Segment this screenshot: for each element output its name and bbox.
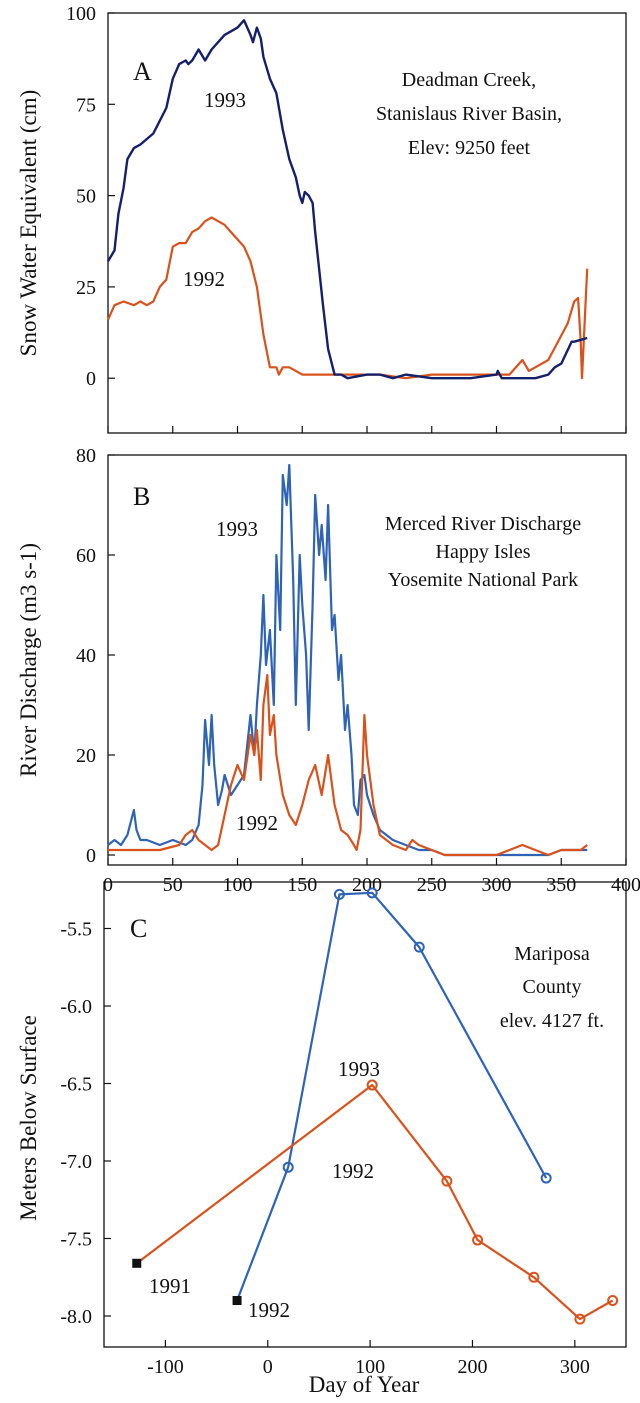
panel-a-series-label-1993: 1993: [204, 88, 246, 112]
panel-b-annotation: Merced River Discharge Happy Isles Yosem…: [385, 513, 581, 591]
panel-b-ylabel: River Discharge (m3 s-1): [16, 543, 41, 777]
panel-b-letter: B: [133, 482, 150, 511]
panel-c-yticks: -5.5 -6.0 -6.5 -7.0 -7.5 -8.0: [60, 919, 111, 1328]
panel-c-square-label-1991: 1991: [149, 1274, 191, 1298]
panel-a-annotation-line-1: Deadman Creek,: [402, 69, 536, 91]
panel-c-series-label-1992: 1992: [332, 1159, 374, 1183]
panel-c-xticks: -100 0 100 200 300: [147, 1340, 590, 1378]
series-1992-point: [528, 1271, 540, 1283]
x-tick-label: 200: [457, 1356, 487, 1378]
panel-c-annotation-line-1: Mariposa: [514, 943, 590, 965]
y-tick-label: -5.5: [60, 919, 92, 941]
y-tick-label: -6.5: [60, 1074, 92, 1096]
panel-b-annotation-line-2: Happy Isles: [436, 541, 531, 563]
panel-a-yticks: 0 25 50 75 100: [66, 3, 115, 390]
panel-c-letter: C: [130, 914, 147, 943]
panel-c-frame: [103, 881, 627, 1348]
y-tick-label: 0: [86, 368, 96, 390]
panel-a-plot: [106, 19, 589, 380]
y-tick-label: 40: [76, 645, 96, 667]
panel-b-yticks: 0 20 40 60 80: [76, 445, 115, 867]
panel-c-plot: [132, 887, 619, 1325]
panel-c-annotation-line-2: County: [523, 976, 582, 998]
panel-b-annotation-line-1: Merced River Discharge: [385, 513, 581, 535]
panel-c-xlabel: Day of Year: [309, 1372, 420, 1397]
series-1992-square-marker: [132, 1258, 142, 1268]
x-tick-label: 300: [482, 874, 512, 896]
x-tick-label: 150: [287, 874, 317, 896]
x-tick-label: 0: [103, 874, 113, 896]
x-tick-label: 350: [546, 874, 576, 896]
series-1993-point: [282, 1161, 294, 1173]
panel-c-ylabel: Meters Below Surface: [16, 1015, 41, 1221]
panel-b: B River Discharge (m3 s-1) 0 20 40 60 80 0 50…: [16, 445, 640, 896]
y-tick-label: 50: [76, 186, 96, 208]
series-1992-point: [472, 1234, 484, 1246]
x-tick-label: 100: [223, 874, 253, 896]
panel-a: A Snow Water Equivalent (cm) 0255075100 …: [16, 3, 627, 434]
panel-c-annotation-line-3: elev. 4127 ft.: [500, 1010, 604, 1032]
series-1992-line: [106, 216, 589, 380]
y-tick-label: 0: [86, 845, 96, 867]
panel-c-annotation: Mariposa County elev. 4127 ft.: [500, 943, 604, 1032]
series-1993-line: [236, 891, 548, 1301]
panel-c-square-label-1992: 1992: [248, 1298, 290, 1322]
series-1992-point: [607, 1295, 619, 1306]
y-tick-label: -8.0: [60, 1306, 92, 1328]
y-tick-label: -7.5: [60, 1229, 92, 1251]
series-1993-point: [333, 888, 345, 900]
panel-c: C Meters Below Surface Day of Year -5.5-…: [16, 881, 627, 1397]
y-tick-label: -6.0: [60, 996, 92, 1018]
x-tick-label: 0: [263, 1356, 273, 1378]
panel-c-series-label-1993: 1993: [338, 1057, 380, 1081]
y-tick-label: -7.0: [60, 1151, 92, 1173]
series-1993-point: [413, 941, 425, 953]
panel-a-series-label-1992: 1992: [183, 267, 225, 291]
panel-b-series-label-1993: 1993: [216, 517, 258, 541]
y-tick-label: 25: [76, 277, 96, 299]
series-1992-line: [136, 1083, 614, 1321]
x-tick-label: -100: [147, 1356, 184, 1378]
panel-b-series-label-1992: 1992: [236, 811, 278, 835]
y-tick-label: 75: [76, 94, 96, 116]
panel-a-ylabel: Snow Water Equivalent (cm): [16, 90, 41, 357]
series-1992-line: [108, 673, 588, 857]
panel-a-frame: [107, 12, 627, 434]
x-tick-label: 50: [163, 874, 183, 896]
y-tick-label: 80: [76, 445, 96, 467]
x-tick-label: 100: [355, 1356, 385, 1378]
series-1993-square-marker: [232, 1296, 242, 1305]
series-1992-point: [366, 1079, 378, 1091]
panel-b-plot: [107, 463, 588, 857]
x-tick-label: 250: [417, 874, 447, 896]
panel-a-letter: A: [133, 57, 152, 86]
panel-b-annotation-line-3: Yosemite National Park: [388, 569, 578, 591]
series-1992-point: [441, 1175, 453, 1187]
x-tick-label: 300: [560, 1356, 590, 1378]
series-1993-line: [107, 463, 588, 857]
y-tick-label: 100: [66, 3, 96, 25]
series-1993-line: [106, 19, 588, 380]
panel-b-xticks: 0 50 100 150 200 250 300 350 400: [103, 858, 640, 896]
x-tick-label: 200: [352, 874, 382, 896]
panel-a-annotation-line-3: Elev: 9250 feet: [408, 137, 531, 159]
panel-a-annotation-line-2: Stanislaus River Basin,: [376, 103, 562, 125]
series-1993-point: [540, 1172, 552, 1184]
panel-a-annotation: Deadman Creek, Stanislaus River Basin, E…: [376, 69, 562, 159]
y-tick-label: 20: [76, 745, 96, 767]
y-tick-label: 60: [76, 545, 96, 567]
series-1993-point: [366, 887, 378, 899]
series-1992-point: [574, 1313, 586, 1325]
panel-a-xticks: [107, 426, 627, 433]
